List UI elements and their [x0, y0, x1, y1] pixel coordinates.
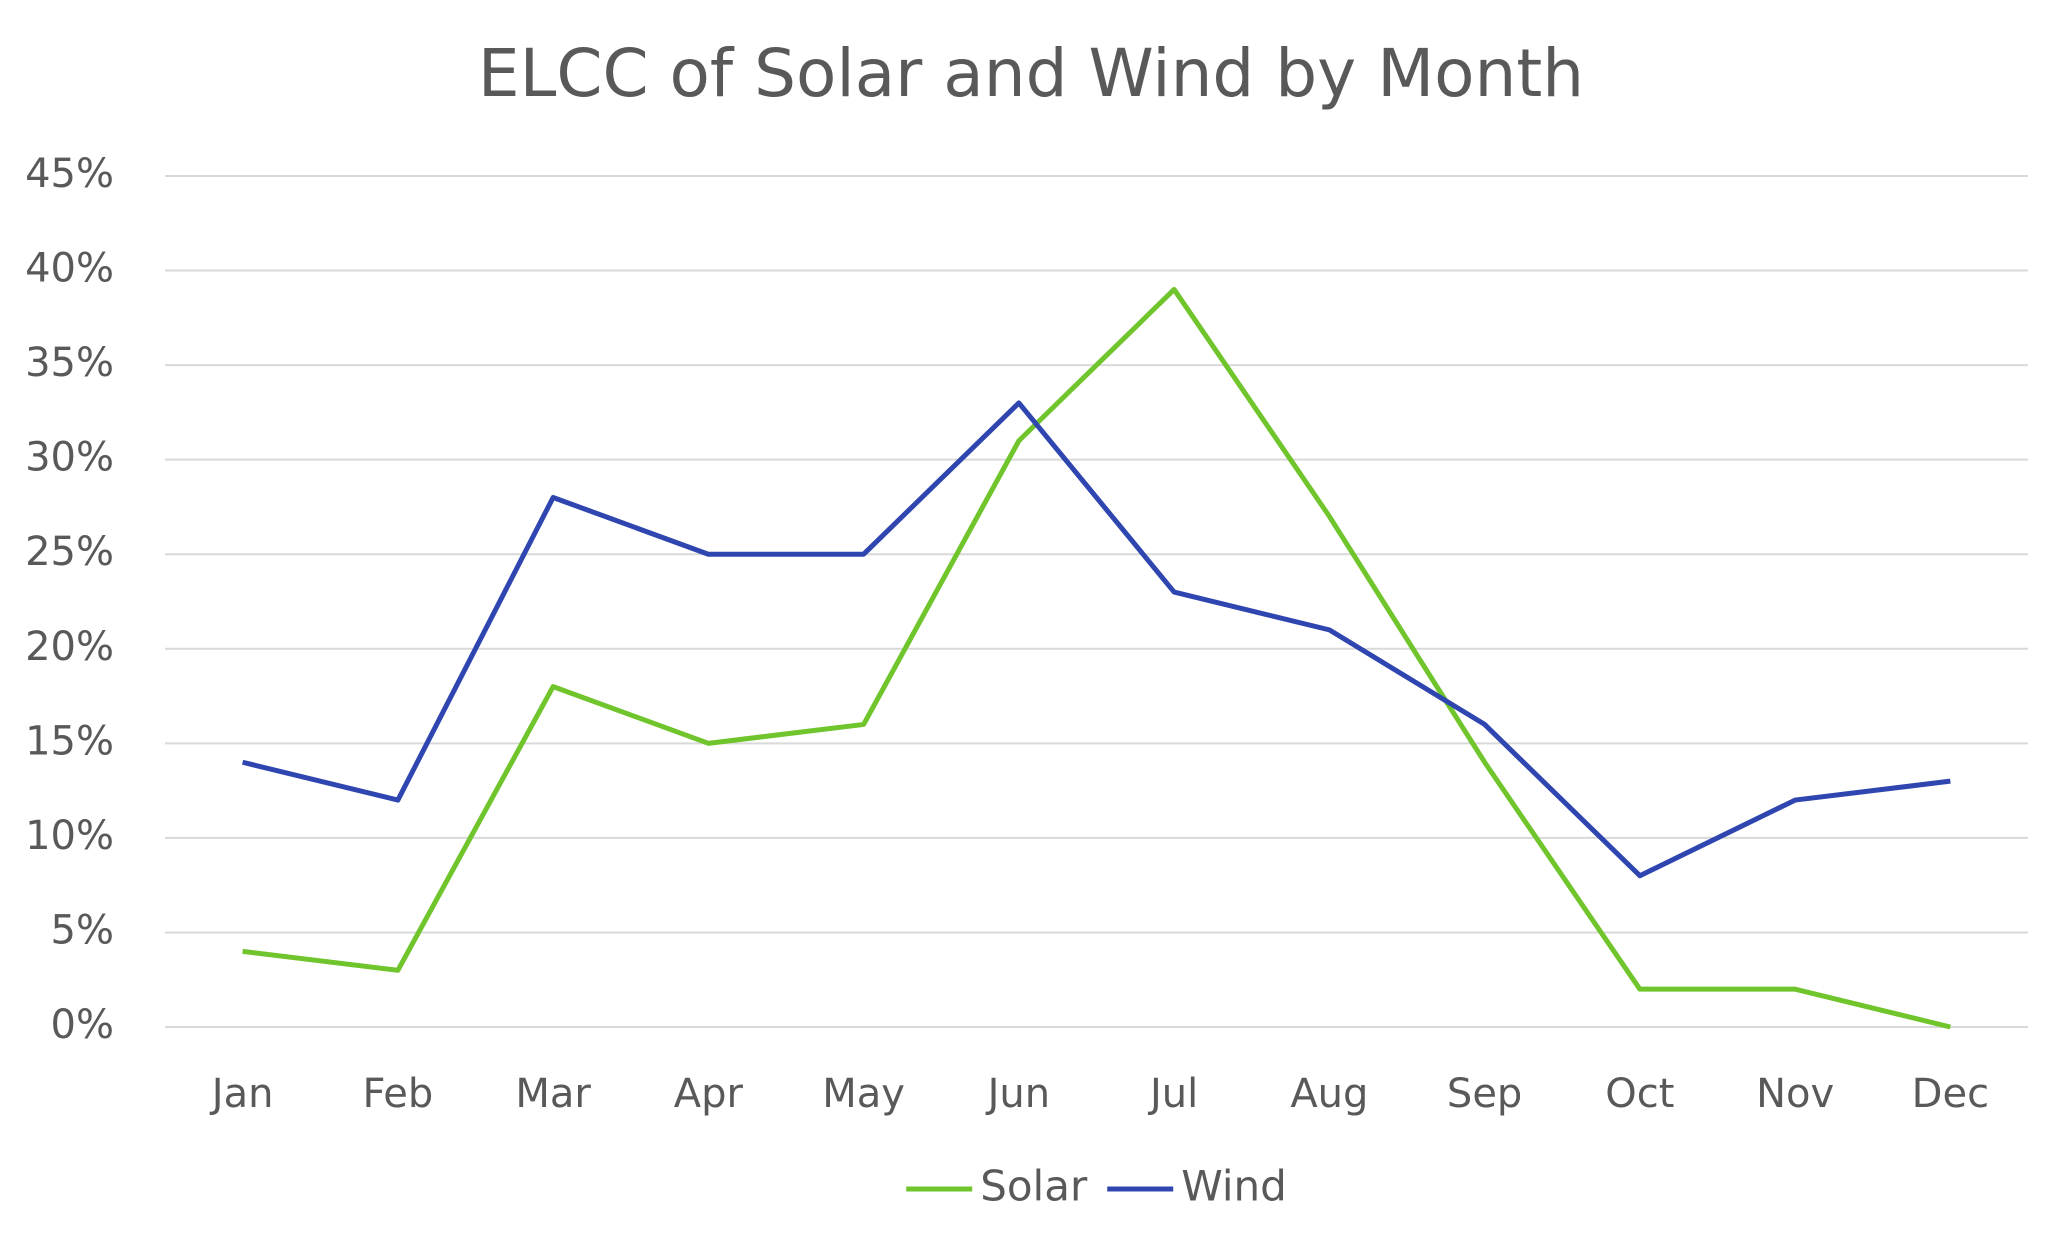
legend-label: Wind [1181, 1162, 1287, 1211]
y-tick-label: 10% [25, 813, 114, 859]
y-tick-label: 15% [25, 718, 114, 764]
y-tick-label: 0% [51, 1002, 114, 1048]
y-tick-label: 40% [25, 246, 114, 292]
x-tick-label: Jun [985, 1071, 1051, 1117]
x-tick-label: Jan [209, 1071, 274, 1117]
y-tick-label: 30% [25, 435, 114, 481]
y-tick-label: 35% [25, 340, 114, 386]
series-line [242, 286, 1951, 1030]
legend-label: Solar [980, 1162, 1088, 1211]
x-tick-label: Apr [674, 1071, 744, 1117]
x-tick-label: Jul [1147, 1071, 1198, 1117]
x-tick-label: Mar [515, 1071, 591, 1117]
y-tick-label: 20% [25, 624, 114, 670]
x-tick-label: Nov [1756, 1071, 1834, 1117]
chart-title: ELCC of Solar and Wind by Month [478, 35, 1584, 112]
x-tick-label: Dec [1912, 1071, 1989, 1117]
x-tick-label: Feb [362, 1071, 433, 1117]
x-tick-label: Aug [1290, 1071, 1368, 1117]
x-tick-label: Oct [1605, 1071, 1674, 1117]
x-tick-label: May [822, 1071, 905, 1117]
y-tick-label: 45% [25, 151, 114, 197]
y-tick-label: 5% [51, 907, 114, 953]
x-tick-label: Sep [1447, 1071, 1522, 1117]
y-tick-label: 25% [25, 529, 114, 575]
series-line [242, 400, 1951, 879]
